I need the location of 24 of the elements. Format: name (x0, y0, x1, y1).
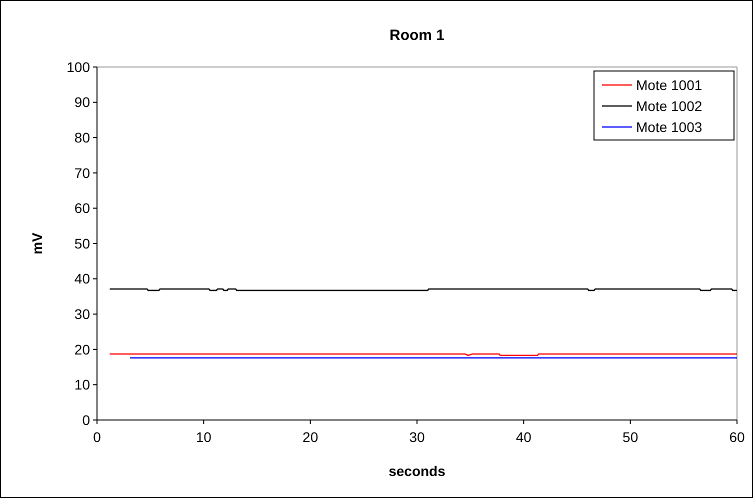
legend-label: Mote 1003 (636, 118, 702, 135)
y-tick-label: 20 (74, 341, 90, 358)
x-axis-title: seconds (388, 463, 446, 479)
legend-label: Mote 1001 (636, 76, 702, 93)
x-tick-label: 0 (93, 429, 102, 445)
y-tick-label: 40 (74, 270, 90, 287)
legend-label: Mote 1002 (636, 98, 702, 114)
y-tick-label: 90 (74, 94, 90, 110)
y-tick-label: 80 (74, 130, 90, 146)
x-tick-label: 50 (622, 429, 638, 445)
x-tick-label: 20 (302, 429, 318, 445)
y-tick-label: 70 (74, 164, 90, 181)
x-tick-label: 10 (196, 429, 212, 445)
y-tick-label: 0 (82, 412, 90, 428)
y-axis-title: mV (29, 232, 45, 254)
y-tick-label: 10 (74, 376, 90, 393)
chart-title: Room 1 (389, 27, 445, 44)
x-tick-label: 30 (409, 429, 425, 445)
y-tick-label: 30 (74, 306, 90, 322)
y-tick-label: 60 (74, 200, 90, 216)
y-tick-label: 50 (74, 235, 90, 252)
y-tick-label: 100 (66, 58, 90, 75)
x-tick-label: 60 (729, 429, 745, 445)
x-tick-label: 40 (516, 429, 532, 445)
